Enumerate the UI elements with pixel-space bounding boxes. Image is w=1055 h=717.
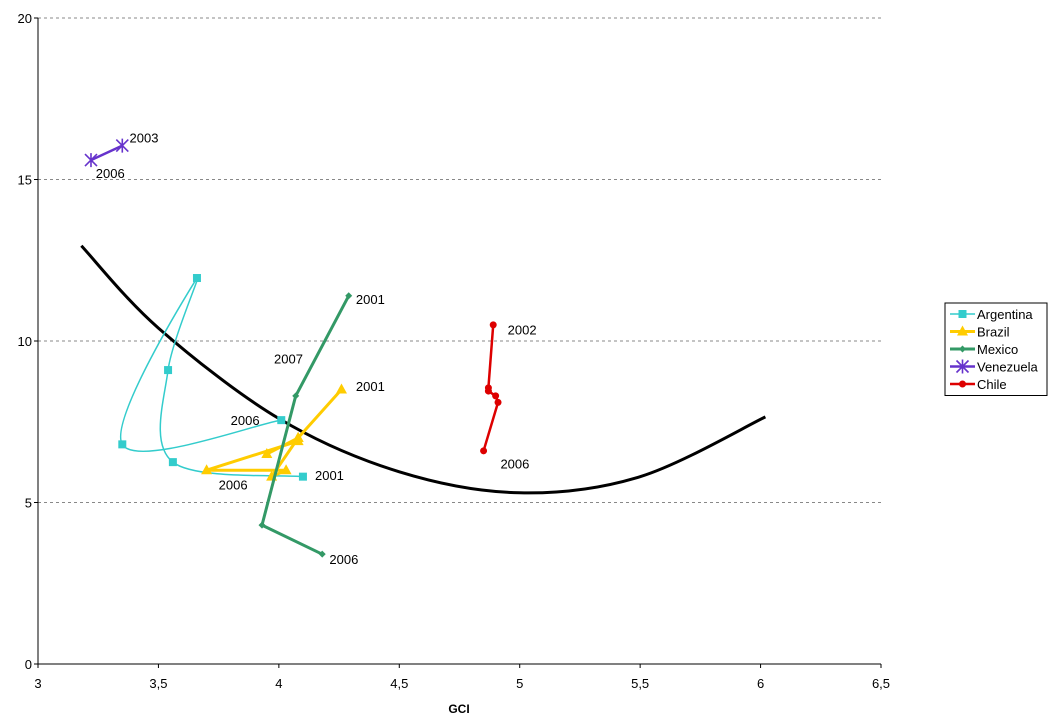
- year-annotation: 2001: [315, 468, 344, 483]
- data-point-brazil: [280, 464, 292, 475]
- y-tick-label: 10: [18, 334, 32, 349]
- data-point-venezuela: [84, 153, 98, 168]
- data-point-argentina: [164, 366, 173, 375]
- x-tick-label: 4,5: [390, 676, 408, 691]
- x-tick-label: 3,5: [149, 676, 167, 691]
- series-line-mexico: [260, 295, 351, 556]
- data-point-mexico: [258, 521, 266, 529]
- year-annotation: 2003: [130, 130, 159, 145]
- x-axis-title: GCI: [448, 702, 469, 716]
- tick-labels: 0 5 10 15 20 3 3,5 4 4,5 5 5,5 6 6,5: [18, 11, 891, 691]
- series-chile: [480, 321, 502, 455]
- legend-marker-chile: [959, 380, 966, 388]
- data-point-brazil: [201, 464, 213, 475]
- series-argentina: [118, 274, 307, 481]
- series-line-venezuela: [90, 144, 123, 162]
- year-annotation: 2002: [508, 323, 537, 338]
- data-point-mexico: [318, 550, 326, 558]
- x-tick-label: 4: [275, 676, 282, 691]
- data-point-argentina: [192, 274, 201, 283]
- legend-item-argentina: Argentina: [950, 307, 1033, 322]
- x-tick-label: 5: [516, 676, 523, 691]
- data-point-chile: [492, 392, 500, 400]
- year-annotation: 2006: [231, 413, 260, 428]
- data-point-brazil: [335, 383, 347, 394]
- series-line-argentina: [119, 275, 304, 478]
- year-annotation: 2006: [329, 552, 358, 567]
- series-mexico: [258, 292, 353, 558]
- series-venezuela: [84, 138, 129, 168]
- trendline: [80, 244, 767, 495]
- x-tick-label: 6: [757, 676, 764, 691]
- data-point-mexico: [292, 392, 300, 400]
- legend-item-brazil: Brazil: [950, 325, 1010, 340]
- data-point-venezuela: [115, 138, 129, 153]
- data-point-argentina: [277, 416, 286, 425]
- data-point-argentina: [298, 472, 307, 481]
- legend: Argentina Brazil Mexico Venezuela Chile: [944, 302, 1048, 396]
- gridlines: [38, 17, 881, 503]
- year-annotation: 2006: [96, 166, 125, 181]
- legend-marker-mexico: [959, 345, 966, 353]
- legend-label-venezuela: Venezuela: [977, 360, 1038, 375]
- y-tick-label: 5: [25, 496, 32, 511]
- legend-label-chile: Chile: [977, 377, 1007, 392]
- y-tick-label: 20: [18, 11, 32, 26]
- data-point-brazil: [292, 431, 304, 442]
- year-annotation: 2006: [500, 457, 529, 472]
- legend-item-venezuela: Venezuela: [950, 359, 1038, 375]
- legend-label-argentina: Argentina: [977, 307, 1033, 322]
- series-group: [84, 138, 502, 558]
- data-point-chile: [489, 321, 497, 329]
- data-point-chile: [484, 387, 492, 395]
- year-annotation: 2001: [356, 292, 385, 307]
- y-tick-label: 15: [18, 173, 32, 188]
- x-tick-label: 6,5: [872, 676, 890, 691]
- year-annotation: 2001: [356, 379, 385, 394]
- axes: [34, 17, 882, 668]
- legend-marker-venezuela: [955, 359, 970, 374]
- data-point-argentina: [168, 458, 177, 467]
- data-point-mexico: [345, 292, 353, 300]
- year-annotation: 2006: [219, 478, 248, 493]
- legend-item-chile: Chile: [950, 377, 1007, 392]
- trendline-group: [80, 244, 767, 495]
- legend-label-brazil: Brazil: [977, 325, 1010, 340]
- legend-label-mexico: Mexico: [977, 342, 1018, 357]
- data-point-chile: [480, 447, 488, 455]
- data-point-argentina: [118, 440, 127, 449]
- year-annotation: 2007: [274, 352, 303, 367]
- data-point-chile: [494, 398, 502, 406]
- annotations-group: 2003 2006 2001 2007 2001 2006 2001 2006 2006 2002…: [96, 130, 537, 567]
- x-tick-label: 3: [34, 676, 41, 691]
- series-brazil: [201, 383, 347, 481]
- y-tick-label: 0: [25, 657, 32, 672]
- legend-marker-argentina: [958, 310, 967, 318]
- data-point-brazil: [261, 448, 273, 459]
- x-tick-label: 5,5: [631, 676, 649, 691]
- legend-marker-brazil: [957, 325, 968, 336]
- legend-item-mexico: Mexico: [950, 342, 1018, 357]
- series-line-chile: [482, 324, 500, 452]
- series-line-brazil: [205, 388, 343, 479]
